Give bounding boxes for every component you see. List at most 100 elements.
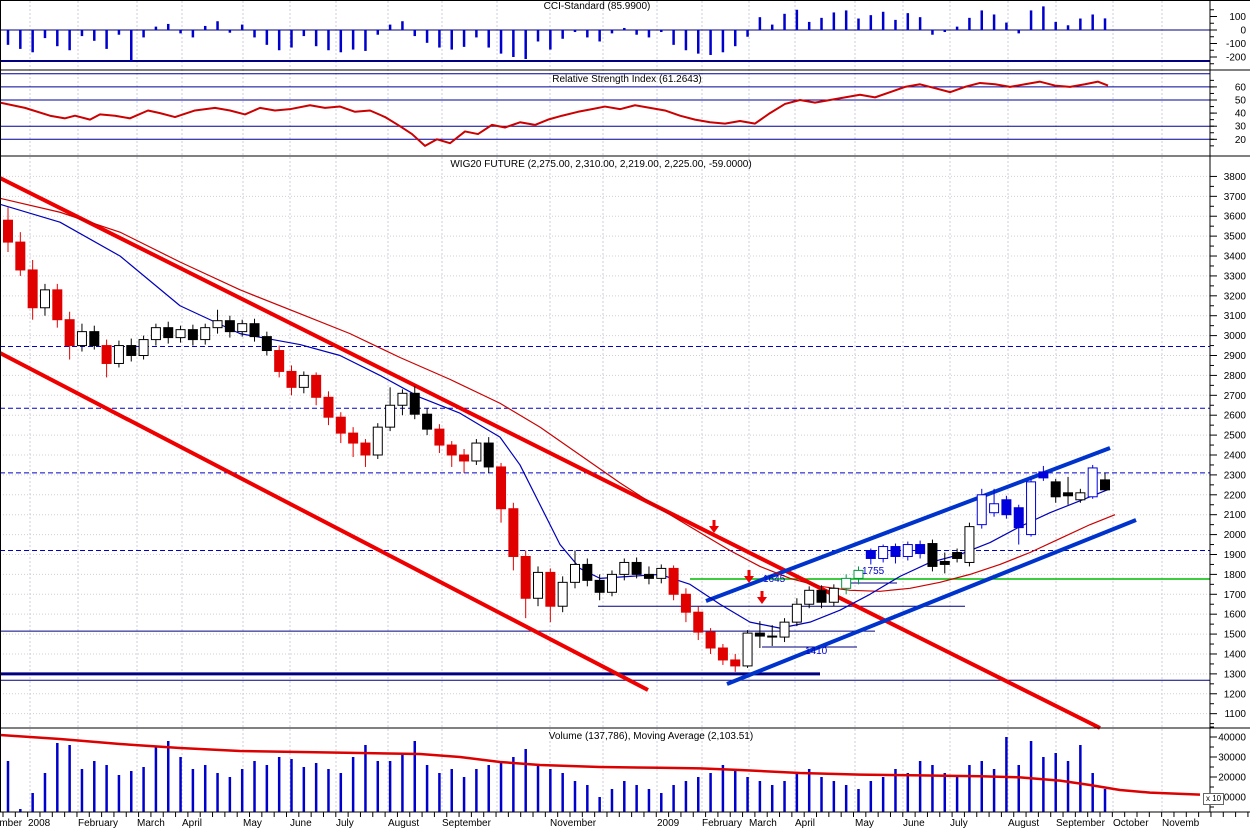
cci-bar [709,30,712,55]
price-axis-label: 3400 [1224,252,1247,263]
candle-body [422,413,433,430]
cci-bar [635,30,638,35]
cci-bar [117,30,121,35]
candle-body [496,466,507,510]
volume-bar [93,761,96,812]
candle-body [730,659,741,667]
volume-axis-label: 40000 [1218,733,1246,744]
volume-bar [955,777,959,812]
cci-bar [783,13,786,31]
cci-axis-label: 0 [1240,26,1246,37]
price-axis-label: 2200 [1224,490,1247,501]
volume-bar [1079,745,1082,812]
candle-body [767,635,778,638]
volume-bar [968,765,971,812]
cci-bar [388,24,392,30]
candle-body [890,546,901,557]
candle-body [187,329,198,341]
candle-body [853,569,864,579]
volume-bar [216,773,219,812]
month-label: June [290,818,312,829]
volume-bar [758,781,762,812]
price-axis-label: 3100 [1224,311,1247,322]
month-label: 2009 [657,818,680,829]
month-label: May [243,818,262,829]
rsi-axis-label: 50 [1235,96,1247,107]
candle-body [1038,471,1049,479]
price-axis-label: 3000 [1224,331,1247,342]
volume-bar [80,769,84,812]
volume-bar [487,765,490,812]
candle-body [397,392,408,406]
price-axis-label: 2100 [1224,510,1247,521]
price-axis-label: 3500 [1224,232,1247,243]
price-axis-label: 2700 [1224,391,1247,402]
price-axis-label: 1200 [1224,689,1247,700]
volume-bar [376,761,380,812]
candle-body [902,544,913,557]
candle-body [249,323,260,338]
candle-body [816,589,827,603]
volume-bar [512,757,515,812]
price-axis-label: 2900 [1224,351,1247,362]
cci-bar [203,25,207,30]
cci-bar [376,30,380,35]
volume-bar [179,757,182,812]
annotation-1755: 1755 [862,566,885,577]
volume-bar [906,773,910,812]
candle-body [964,526,975,563]
cci-bar [191,30,195,38]
cci-bar [536,30,540,42]
cci-bar [1042,6,1045,30]
candle-body [1001,499,1012,516]
volume-bar [770,785,774,812]
candle-body [434,428,445,446]
candle-body [779,621,790,638]
cci-bar [68,30,71,51]
candle-body [64,319,75,347]
blue-trend-line [726,518,1137,686]
cci-bar [253,30,256,38]
volume-bar [660,793,663,812]
volume-panel-title: Volume (137,786), Moving Average (2,103.… [548,731,754,742]
cci-bar [1005,22,1008,30]
cci-bar [1103,18,1107,30]
cci-bar [524,30,527,60]
cci-bar [93,30,96,41]
candle-body [668,567,679,595]
price-axis-label: 2000 [1224,530,1247,541]
candle-body [927,543,938,567]
volume-bar [524,749,527,812]
cci-bar [401,21,404,30]
candle-body [385,404,396,428]
candle-body [754,632,765,637]
cci-bar [894,19,897,30]
volume-bar [228,777,232,812]
cci-bar [1079,18,1082,30]
cci-bar [672,30,675,45]
red-trend-line [0,176,1101,730]
month-label: 2008 [28,818,51,829]
volume-bar [302,767,306,812]
volume-bar [327,769,330,812]
cci-panel-title: CCI-Standard (85.9900) [543,1,651,12]
volume-bar [857,789,860,812]
volume-bar [1017,765,1020,812]
volume-bar [43,773,47,812]
cci-bar [943,30,947,33]
cci-bar [1029,10,1033,31]
cci-bar [992,14,996,30]
candle-body [3,219,13,243]
candle-body [705,631,716,649]
volume-bar [105,765,108,812]
candle-body [261,336,272,352]
cci-bar [499,30,503,54]
rsi-axis-label: 30 [1235,122,1247,133]
cci-bar [857,18,860,30]
candle-body [631,561,642,575]
red-trend-line [0,351,649,692]
month-label: October [1113,818,1149,829]
rsi-line [0,80,1109,147]
volume-bar [721,765,725,812]
cci-bar [1066,25,1070,30]
